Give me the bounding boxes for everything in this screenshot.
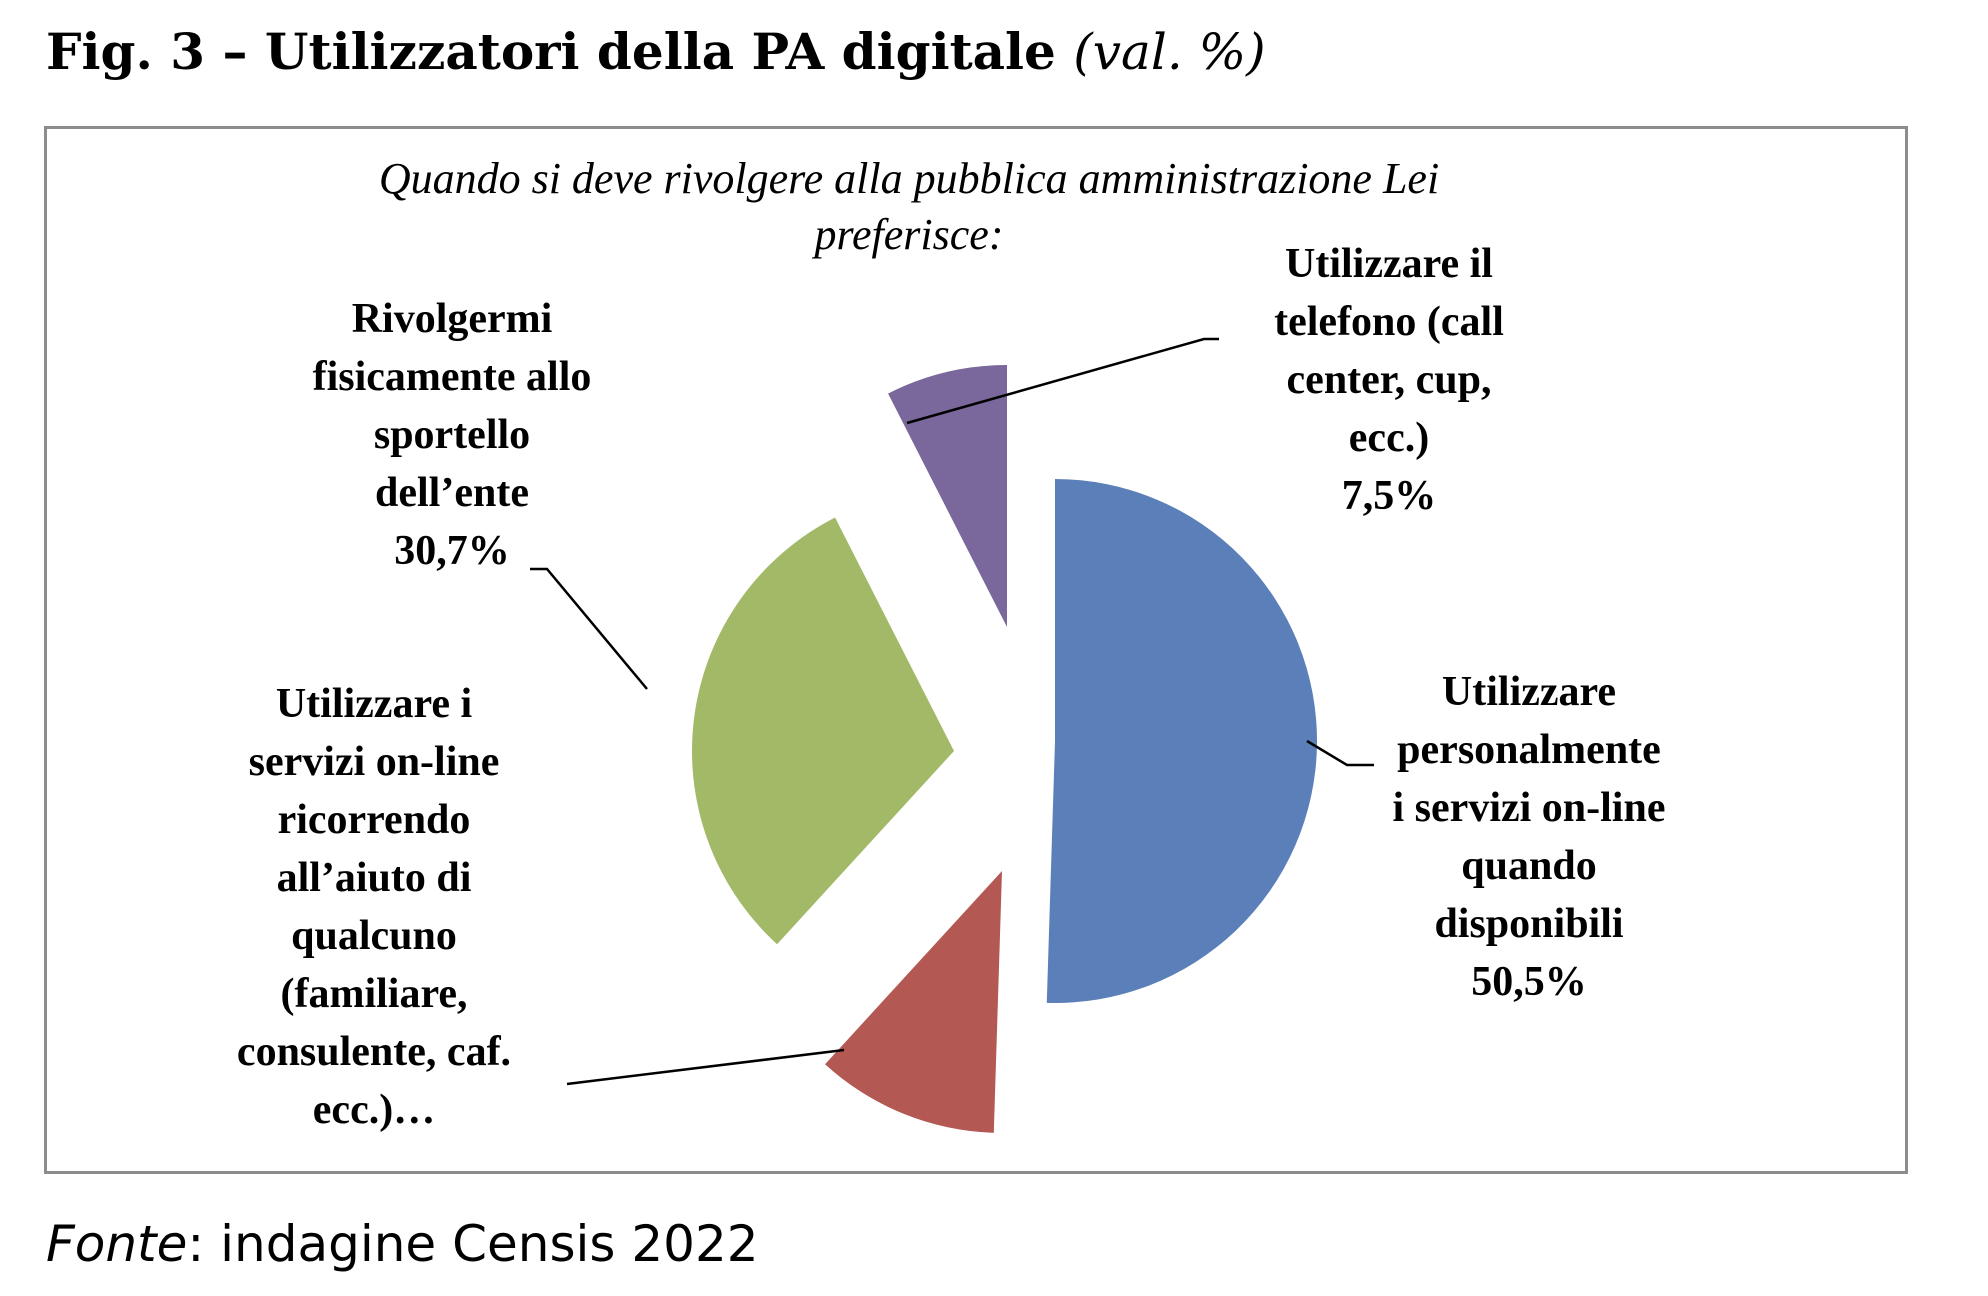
chart-subtitle-line: preferisce: xyxy=(812,210,1004,259)
slice-label-line: (familiare, xyxy=(281,971,468,1017)
slice-label-line: Utilizzare xyxy=(1442,669,1616,715)
slice-label: Utilizzare il telefono (call center, cup, e… xyxy=(1274,241,1504,519)
leader-line xyxy=(566,1048,845,1086)
slice-label-line: Rivolgermi xyxy=(352,296,553,342)
slice-label-line: 30,7% xyxy=(394,528,510,574)
source-note: Fonte: indagine Censis 2022 xyxy=(46,1215,759,1273)
slice-label-line: ecc.)… xyxy=(313,1087,435,1133)
slice-label-line: ecc.) xyxy=(1349,415,1429,461)
slice-label-line: all’aiuto di xyxy=(277,855,472,901)
slice-label-line: ricorrendo xyxy=(278,797,471,843)
slice-label-line: Utilizzare il xyxy=(1285,241,1493,287)
pie-slice xyxy=(888,365,1007,627)
slice-label-line: sportello xyxy=(374,412,530,458)
slice-label-line: 50,5% xyxy=(1471,959,1587,1005)
pie-slice xyxy=(692,517,954,945)
slice-label-line: personalmente xyxy=(1397,727,1661,773)
slice-label-line: 7,5% xyxy=(1342,473,1437,519)
chart-subtitle-line: Quando si deve rivolgere alla pubblica a… xyxy=(379,154,1439,203)
slice-label-line: quando xyxy=(1461,843,1596,889)
slice-label-line: Utilizzare i xyxy=(276,681,473,727)
leader-line xyxy=(530,567,648,690)
slice-label: Utilizzare personalmente i servizi on-line… xyxy=(1393,669,1666,1005)
chart-subtitle: Quando si deve rivolgere alla pubblica a… xyxy=(379,154,1439,259)
figure-unit: (val. %) xyxy=(1073,23,1266,81)
slice-label-line: qualcuno xyxy=(291,913,457,959)
pie-slice xyxy=(825,871,1002,1133)
slice-label-line: center, cup, xyxy=(1287,357,1492,403)
slice-label-line: consulente, caf. xyxy=(237,1029,511,1075)
slice-label-line: servizi on-line xyxy=(249,739,500,785)
slice-label-line: dell’ente xyxy=(375,470,529,516)
slice-label-line: i servizi on-line xyxy=(1393,785,1666,831)
pie-chart: Quando si deve rivolgere alla pubblica a… xyxy=(237,154,1666,1133)
leader-line xyxy=(906,337,1219,425)
source-text: : indagine Censis 2022 xyxy=(187,1215,759,1273)
slice-label: Utilizzare i servizi on-line ricorrendo all… xyxy=(237,681,511,1133)
slice-label: Rivolgermi fisicamente allo sportello dell’… xyxy=(313,296,592,574)
slice-label-line: disponibili xyxy=(1434,901,1623,947)
source-label: Fonte xyxy=(46,1215,188,1273)
figure-title: Fig. 3 – Utilizzatori della PA digitale … xyxy=(46,22,1266,81)
leader-line xyxy=(1306,739,1374,767)
pie-slice xyxy=(1046,479,1318,1004)
slice-label-line: fisicamente allo xyxy=(313,354,592,400)
figure-title-text: Fig. 3 – Utilizzatori della PA digitale xyxy=(46,22,1056,81)
chart-frame: Quando si deve rivolgere alla pubblica a… xyxy=(44,126,1908,1174)
slice-label-line: telefono (call xyxy=(1274,299,1504,345)
